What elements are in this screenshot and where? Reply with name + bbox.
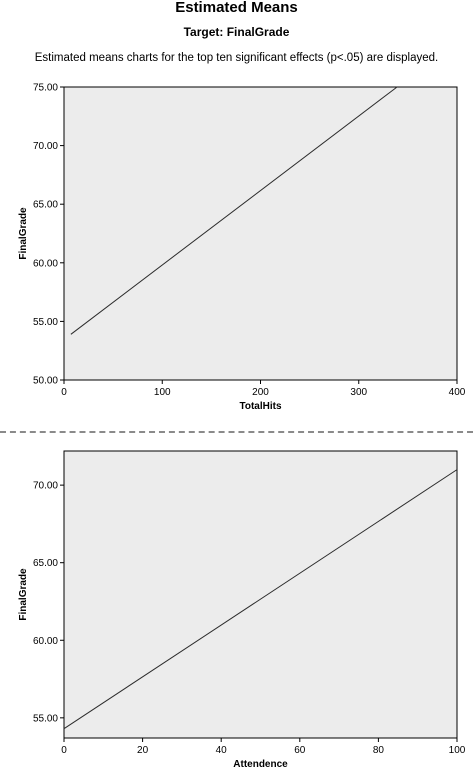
chart-divider [0,431,473,433]
y-tick-label: 70.00 [33,141,58,152]
target-subtitle: Target: FinalGrade [183,25,290,39]
y-tick-label: 55.00 [33,713,58,724]
y-tick-label: 65.00 [33,200,58,211]
chart-attendence: 0 20 40 60 80 100 55.00 60.00 65.00 70.00 Attenden… [18,450,466,770]
plot-area [63,450,458,739]
x-tick-label: 400 [449,387,466,398]
y-tick-label: 60.00 [33,258,58,269]
x-tick-label: 40 [216,745,228,756]
y-axis-title: FinalGrade [18,568,29,621]
chart-totalhits: 0 100 200 300 400 50.00 55.00 60.00 65.00 70.00 75… [18,83,466,413]
x-tick-label: 300 [350,387,367,398]
y-tick-label: 65.00 [33,558,58,569]
y-tick-label: 60.00 [33,636,58,647]
x-axis-title: TotalHits [239,401,281,412]
plot-area [63,86,458,381]
x-tick-label: 0 [61,387,67,398]
page-title: Estimated Means [175,0,298,16]
x-tick-label: 80 [373,745,385,756]
x-tick-label: 60 [294,745,306,756]
y-tick-label: 70.00 [33,481,58,492]
y-tick-label: 50.00 [33,376,58,387]
x-tick-label: 100 [154,387,171,398]
y-tick-label: 55.00 [33,317,58,328]
y-axis-title: FinalGrade [18,207,29,260]
y-tick-label: 75.00 [33,83,58,94]
estimated-means-line [70,86,398,335]
x-tick-label: 0 [61,745,67,756]
x-axis-title: Attendence [233,759,288,770]
x-tick-label: 100 [449,745,466,756]
description-text: Estimated means charts for the top ten s… [34,52,439,64]
x-tick-label: 20 [137,745,149,756]
x-tick-label: 200 [252,387,269,398]
estimated-means-line [63,469,458,730]
